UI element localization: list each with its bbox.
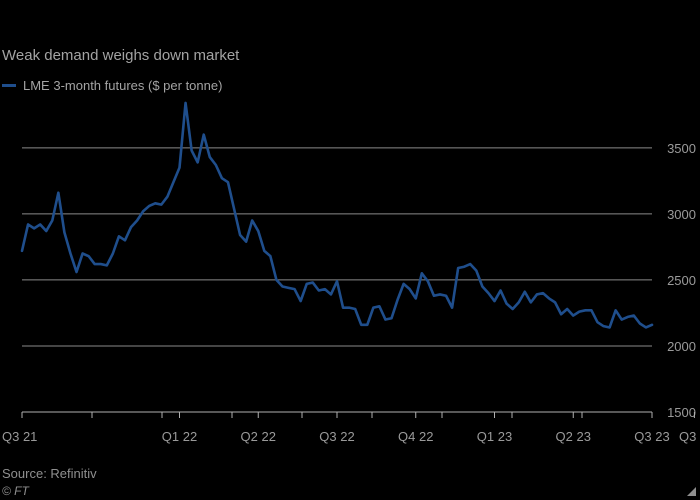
y-tick-label: 2000 — [667, 339, 696, 354]
legend-swatch — [2, 84, 16, 87]
corner-mark-icon — [687, 487, 696, 496]
x-tick-label: Q3 22 — [319, 429, 354, 444]
legend-label: LME 3-month futures ($ per tonne) — [23, 78, 223, 93]
series-line-lme-futures — [20, 101, 654, 329]
x-tick-label: Q3 21 — [2, 429, 37, 444]
x-tick-label: Q4 22 — [398, 429, 433, 444]
legend: LME 3-month futures ($ per tonne) — [2, 78, 222, 93]
x-tick-label: Q1 23 — [477, 429, 512, 444]
ft-credit: © FT — [2, 484, 29, 498]
x-tick-label: Q1 22 — [162, 429, 197, 444]
y-tick-label: 1500 — [667, 405, 696, 420]
y-tick-label: 3500 — [667, 141, 696, 156]
x-tick-label: Q3 23 — [634, 429, 669, 444]
y-tick-label: 2500 — [667, 273, 696, 288]
x-tick-label: Q2 23 — [556, 429, 591, 444]
x-tick-label: Q3 23 — [679, 429, 700, 444]
source-note: Source: Refinitiv — [2, 466, 97, 481]
chart-subtitle: Weak demand weighs down market — [2, 47, 240, 64]
y-tick-label: 3000 — [667, 207, 696, 222]
x-tick-label: Q2 22 — [241, 429, 276, 444]
